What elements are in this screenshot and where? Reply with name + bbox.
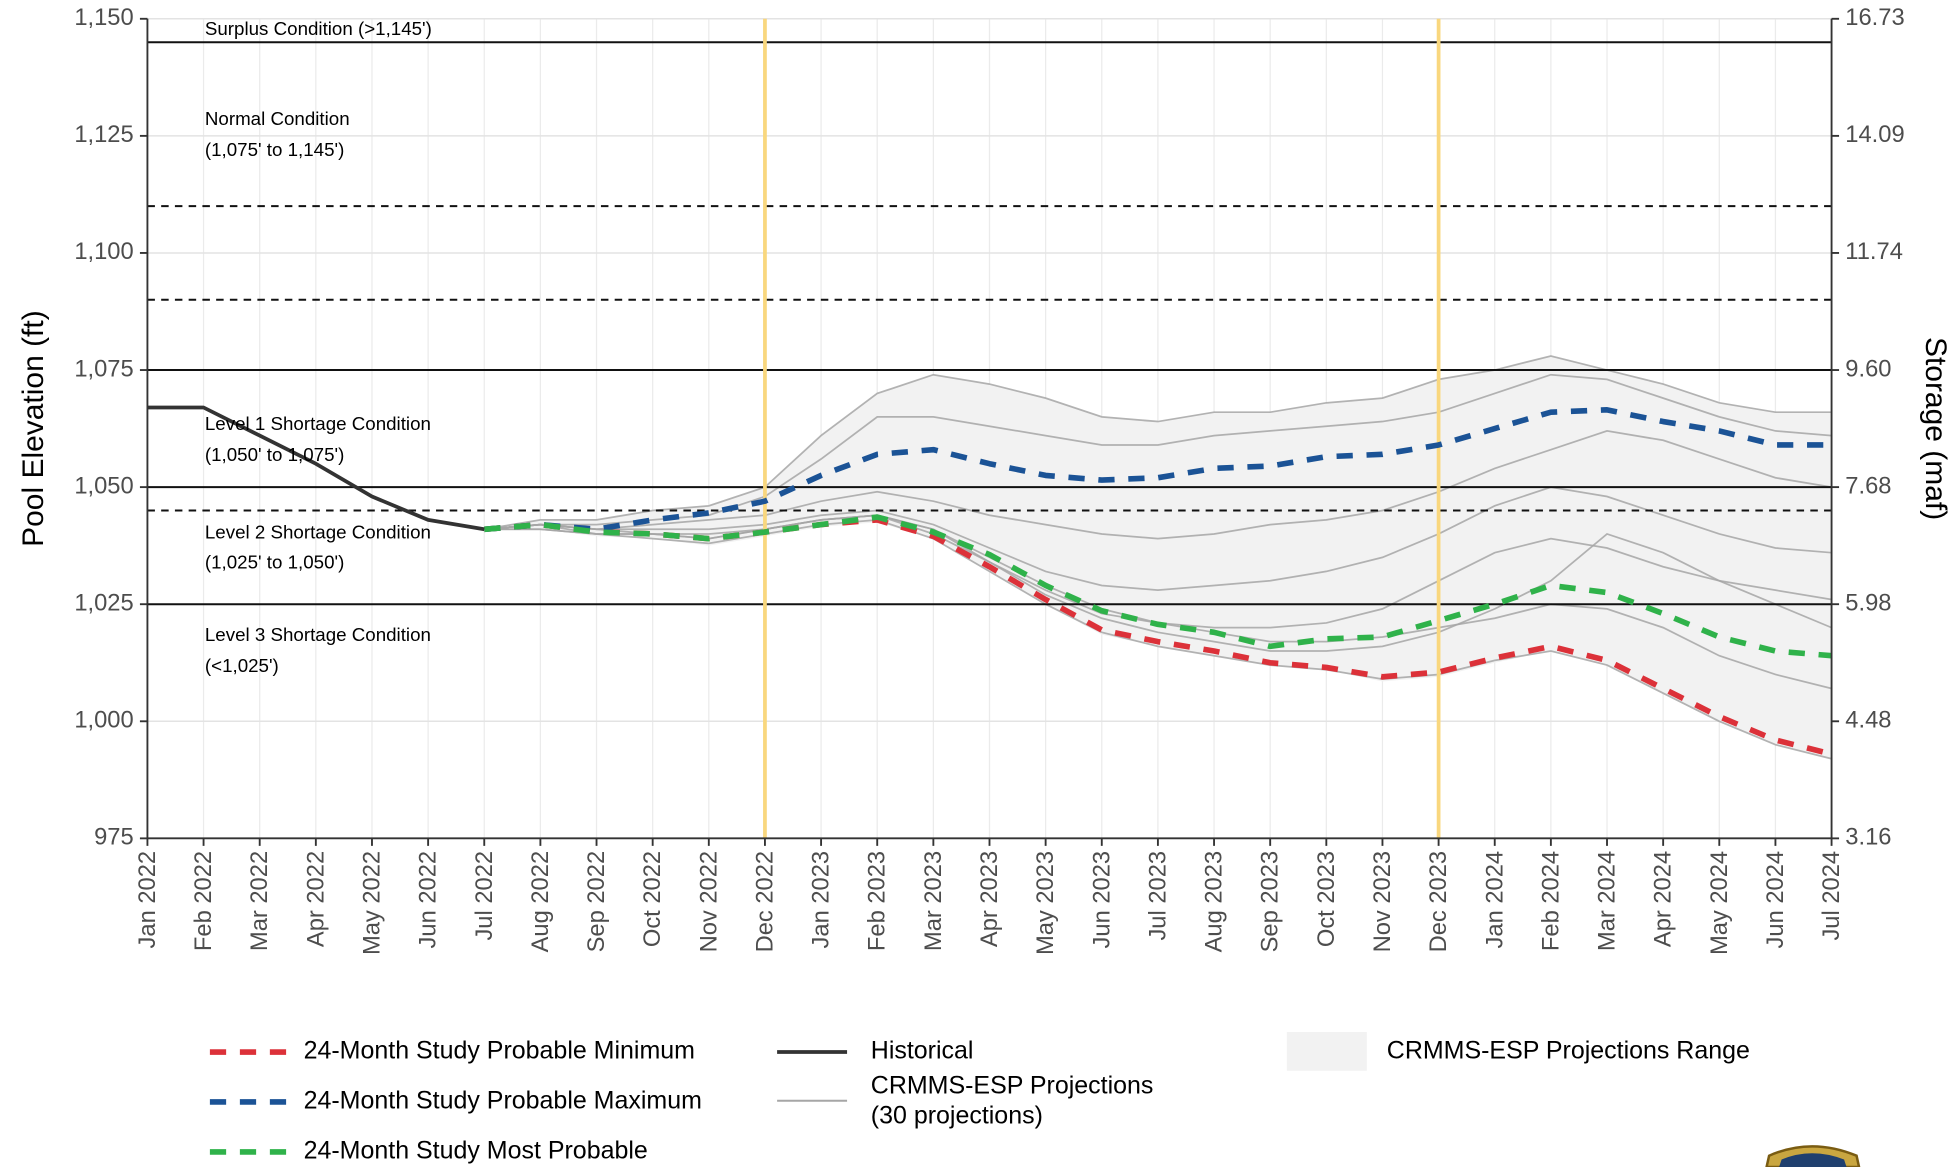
logo-inner [1779,1153,1847,1167]
axes: 975 1,000 1,025 1,050 1,075 1,100 1,125 1,150 3.… [17,5,1952,955]
series-line [484,407,1832,533]
annotation: (1,050' to 1,075') [205,444,344,465]
y-tick-label: 1,025 [74,590,133,616]
x-tick-label: May 2022 [359,851,385,955]
legend-label: (30 projections) [871,1102,1043,1130]
x-tick-label: Nov 2022 [696,851,722,953]
x-tick-label: May 2024 [1707,851,1733,955]
x-tick-label: Oct 2022 [640,851,666,947]
y-tick-label: 1,000 [74,708,133,734]
legend-label: CRMMS-ESP Projections [871,1072,1154,1100]
y2-tick-label: 9.60 [1845,356,1891,382]
x-tick-label: Jul 2024 [1819,851,1845,941]
legend-label: 24-Month Study Most Probable [304,1137,648,1165]
y-tick-label: 1,075 [74,356,133,382]
annotation: (1,025' to 1,050') [205,551,344,572]
y-tick-label: 1,150 [74,5,133,31]
y2-tick-label: 3.16 [1845,825,1891,851]
plot-data: Surplus Condition (>1,145') Normal Condit… [147,18,1833,839]
x-tick-label: Aug 2023 [1202,851,1228,953]
x-tick-label: Mar 2023 [921,851,947,951]
y2-tick-label: 7.68 [1845,473,1891,499]
projection-line [484,514,1832,652]
annotation: Level 3 Shortage Condition [205,624,431,645]
legend-label: 24-Month Study Probable Maximum [304,1087,702,1115]
y-tick-label: 1,125 [74,122,133,148]
x-tick-label: Sep 2022 [584,851,610,953]
projection-line [484,486,1832,592]
x-tick-label: Jun 2022 [416,851,442,949]
range-area [484,355,1832,759]
x-tick-label: Jan 2022 [135,851,161,949]
x-tick-label: Jun 2023 [1089,851,1115,949]
x-tick-label: May 2023 [1033,851,1059,955]
x-tick-label: Apr 2024 [1651,851,1677,947]
y-tick-label: 1,100 [74,239,133,265]
x-tick-label: Apr 2022 [303,851,329,947]
x-tick-label: Feb 2024 [1538,851,1564,951]
x-tick-label: Jan 2024 [1482,851,1508,949]
x-tick-label: Feb 2022 [191,851,217,951]
x-tick-label: Nov 2023 [1370,851,1396,953]
x-tick-label: Dec 2023 [1426,851,1452,953]
x-tick-label: Aug 2022 [528,851,554,953]
y-tick-label: 975 [94,825,134,851]
x-tick-label: Oct 2023 [1314,851,1340,947]
y2-tick-label: 16.73 [1845,5,1904,31]
annotation: Surplus Condition (>1,145') [205,18,432,39]
x-tick-label: Mar 2022 [247,851,273,951]
x-tick-label: Mar 2024 [1595,851,1621,951]
annotation: (1,075' to 1,145') [205,139,344,160]
projection-line [484,519,1832,760]
annotation: (<1,025') [205,655,279,676]
annotation: Level 2 Shortage Condition [205,521,431,542]
legend-label: 24-Month Study Probable Minimum [304,1037,695,1065]
series-line [147,405,485,532]
annotation: Level 1 Shortage Condition [205,413,431,434]
y2-tick-label: 11.74 [1845,239,1903,265]
x-tick-label: Dec 2022 [752,851,778,953]
y2-axis-title: Storage (maf) [1919,337,1952,520]
legend: 24-Month Study Probable Minimum 24-Month … [209,1032,1750,1165]
annotation: Normal Condition [205,108,350,129]
legend-label: CRMMS-ESP Projections Range [1387,1037,1750,1065]
y-tick-label: 1,050 [74,473,133,499]
x-tick-label: Jul 2022 [472,851,498,941]
x-tick-label: Jun 2024 [1763,851,1789,949]
legend-swatch [1286,1032,1367,1071]
x-tick-label: Jan 2023 [809,851,835,949]
y2-tick-label: 5.98 [1845,590,1891,616]
y-axis-title: Pool Elevation (ft) [17,310,50,547]
x-tick-label: Feb 2023 [865,851,891,951]
legend-label: Historical [871,1037,974,1065]
projection-line [484,430,1832,540]
x-tick-label: Sep 2023 [1258,851,1284,953]
series-line [484,514,1832,659]
y2-tick-label: 4.48 [1845,708,1891,734]
x-tick-label: Jul 2023 [1145,851,1171,941]
y2-tick-label: 14.09 [1845,122,1904,148]
x-tick-label: Apr 2023 [977,851,1003,947]
